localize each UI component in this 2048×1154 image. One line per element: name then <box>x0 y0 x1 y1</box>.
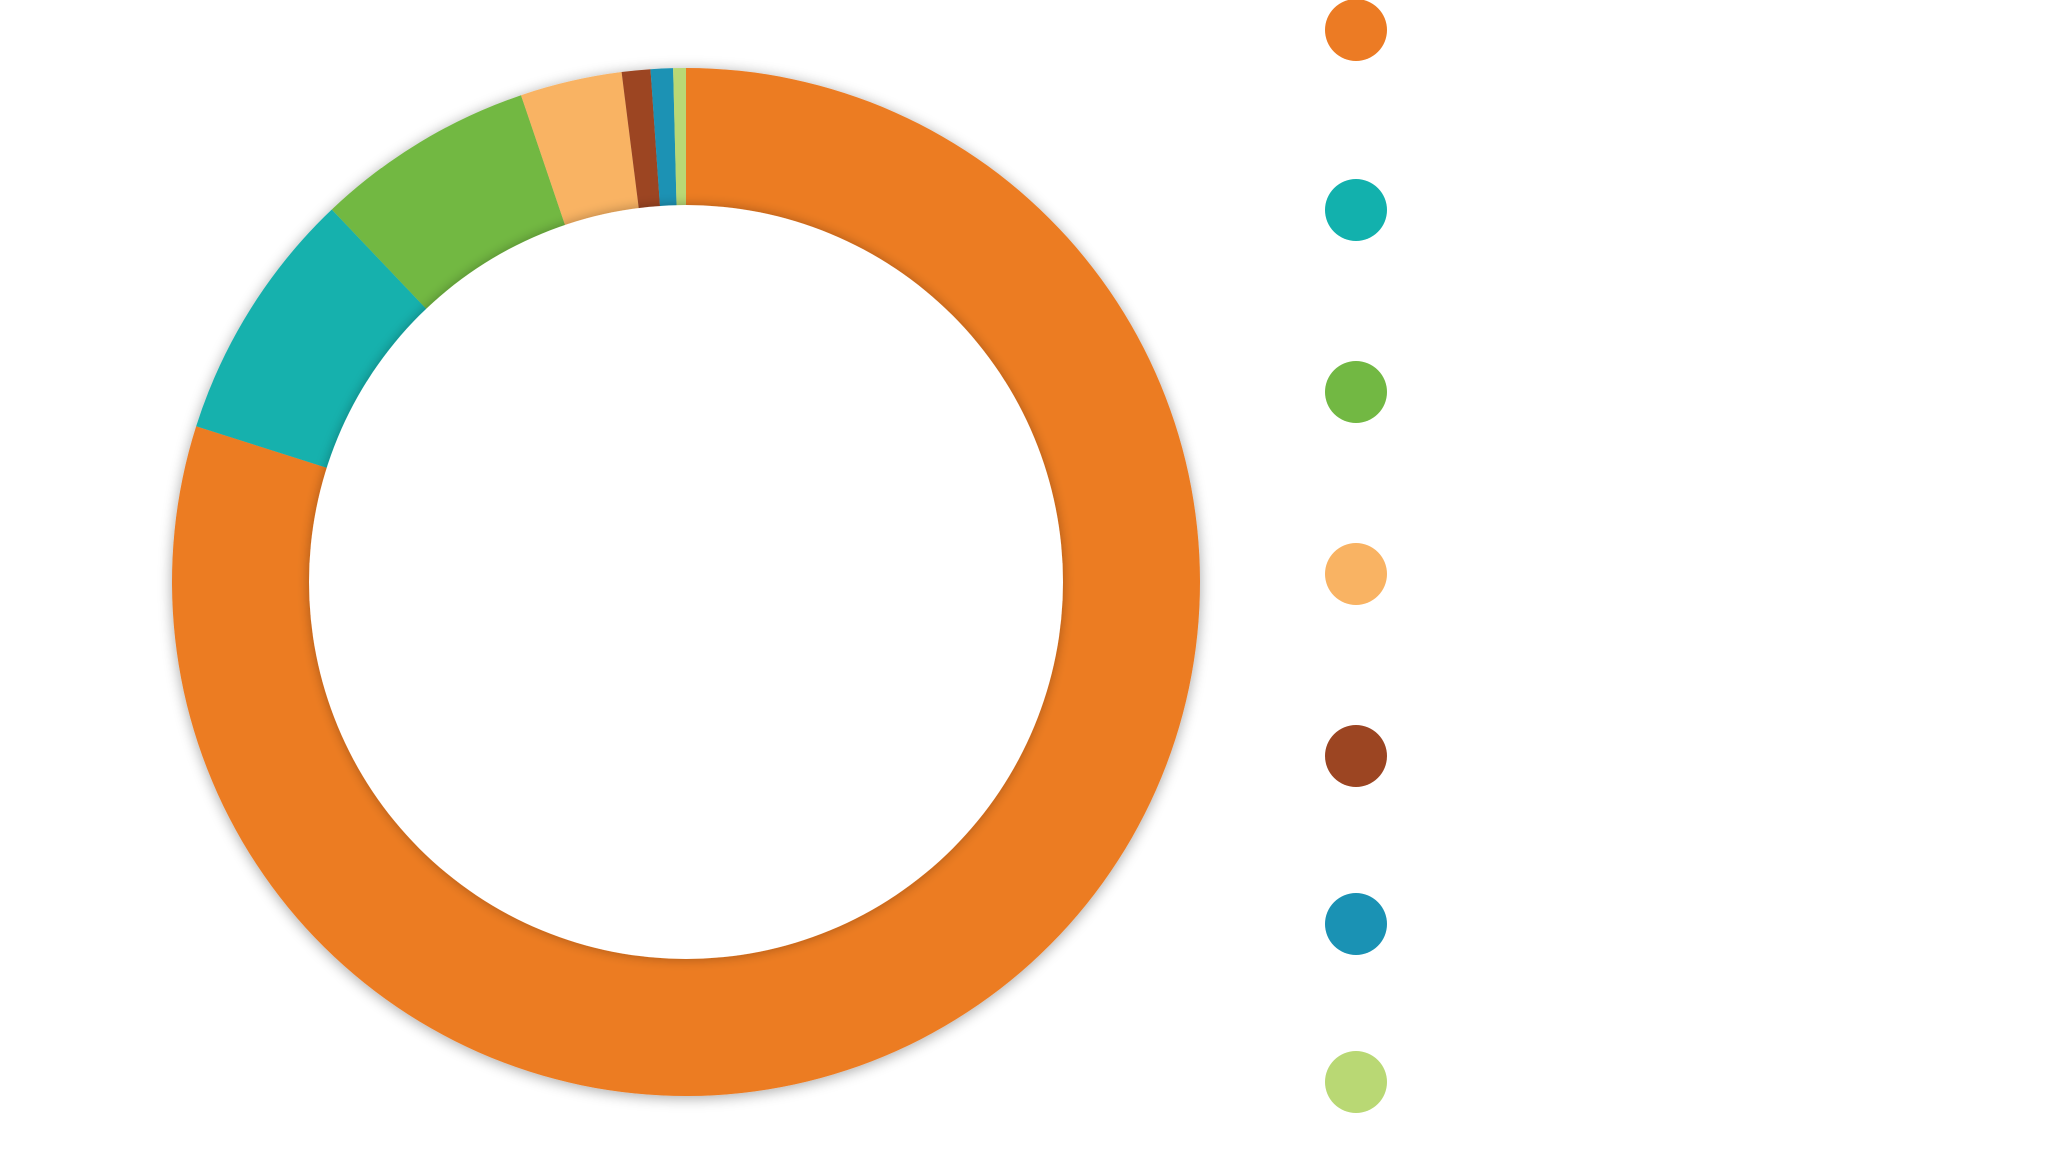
legend-item-2 <box>1325 179 1387 241</box>
legend-item-7 <box>1325 1051 1387 1113</box>
legend-dot-6 <box>1325 893 1387 955</box>
legend-item-6 <box>1325 893 1387 955</box>
legend-dot-3 <box>1325 361 1387 423</box>
donut-hole <box>309 205 1063 959</box>
legend-item-3 <box>1325 361 1387 423</box>
legend-item-4 <box>1325 543 1387 605</box>
legend-dot-4 <box>1325 543 1387 605</box>
legend-dot-1 <box>1325 0 1387 61</box>
legend-dot-2 <box>1325 179 1387 241</box>
legend-item-5 <box>1325 725 1387 787</box>
legend <box>1325 0 1387 1113</box>
legend-dot-5 <box>1325 725 1387 787</box>
legend-item-1 <box>1325 0 1387 61</box>
legend-dot-7 <box>1325 1051 1387 1113</box>
